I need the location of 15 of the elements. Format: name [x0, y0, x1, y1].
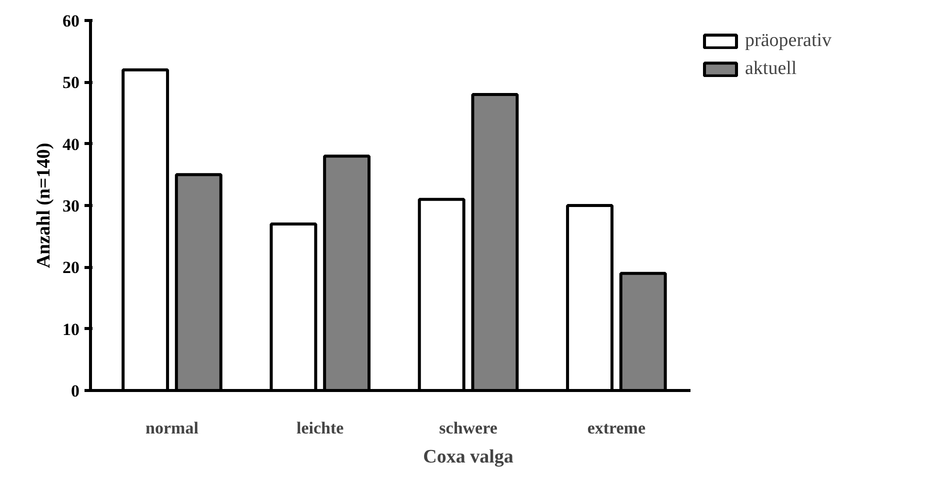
x-tick-label: normal — [146, 418, 199, 438]
y-axis-title: Anzahl (n=140) — [34, 142, 54, 268]
legend-label: aktuell — [745, 58, 797, 80]
x-tick-label: extreme — [587, 418, 646, 438]
y-tick-label: 0 — [71, 382, 80, 400]
y-tick-label: 10 — [62, 320, 80, 339]
x-tick-label: leichte — [296, 418, 344, 438]
y-tick-label: 50 — [62, 73, 80, 92]
y-tick-label: 60 — [62, 12, 80, 30]
x-tick-label: schwere — [439, 418, 498, 438]
y-tick-label: 40 — [62, 134, 80, 154]
y-tick-label: 30 — [62, 196, 80, 216]
x-axis-title: Coxa valga — [423, 446, 514, 468]
legend-label: präoperativ — [745, 30, 832, 52]
y-tick-label: 20 — [62, 258, 80, 278]
